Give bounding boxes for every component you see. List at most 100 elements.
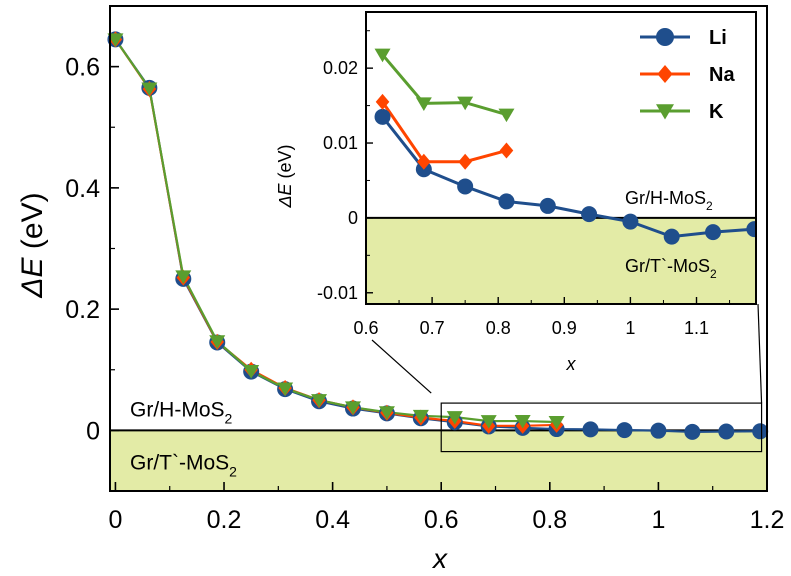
- inset-markers-k: [374, 48, 515, 123]
- main-x-tick-label: 0.8: [532, 506, 567, 534]
- inset-point-li: [705, 224, 722, 241]
- main-negative-region: [110, 430, 767, 491]
- main-point-k: [548, 416, 565, 430]
- inset-point-li: [374, 108, 391, 125]
- legend-entry-k: K: [640, 101, 724, 123]
- inset-y-axis-label: ΔE (eV): [275, 144, 295, 208]
- main-y-axis-label: ΔE (eV): [16, 192, 49, 298]
- zoom-connector-right: [757, 303, 763, 404]
- legend-entry-li: Li: [640, 27, 727, 49]
- inset-x-axis-label: x: [566, 354, 577, 374]
- inset-x-tick-label: 0.6: [353, 318, 378, 338]
- legend-entry-na: Na: [640, 64, 735, 86]
- main-markers-k: [107, 33, 565, 430]
- legend-marker-li: [656, 28, 674, 46]
- inset-y-tick-label: 0.01: [323, 133, 358, 153]
- inset-x-tick-label: 0.7: [420, 318, 445, 338]
- inset-region-label-h: Gr/H-MoS2: [625, 188, 713, 213]
- zoom-region-box: [440, 402, 763, 453]
- main-y-tick-label: 0.4: [65, 175, 100, 203]
- inset-markers-na: [375, 93, 514, 170]
- inset-point-k: [374, 48, 391, 63]
- inset-point-k: [498, 108, 515, 123]
- main-point-k: [480, 415, 497, 429]
- inset-line-k: [381, 53, 507, 117]
- main-region-label-h: Gr/H-MoS2: [130, 398, 233, 426]
- main-series-group: [107, 31, 769, 440]
- inset-ticks: 0.6 0.7 0.8 0.9 1 1.1 -0.01 0 0.01 0.02: [317, 30, 731, 338]
- main-point-li: [582, 421, 599, 438]
- main-y-tick-label: 0.6: [65, 54, 100, 82]
- main-x-tick-label: 1: [651, 506, 665, 534]
- inset-legend: Li Na K: [640, 27, 735, 123]
- main-x-tick-label: 0.6: [424, 506, 459, 534]
- main-point-k: [311, 394, 328, 408]
- inset-point-k: [415, 97, 432, 111]
- inset-region-label-t: Gr/T`-MoS2: [625, 256, 717, 281]
- inset-line-na: [381, 100, 507, 164]
- inset-x-tick-label: 1: [625, 318, 635, 338]
- inset-point-na: [458, 153, 472, 170]
- main-x-axis-label: x: [431, 543, 448, 574]
- inset-series-k: [381, 53, 507, 117]
- main-line-k: [114, 38, 557, 424]
- inset-series-li: [381, 115, 755, 239]
- inset-x-tick-label: 0.8: [486, 318, 511, 338]
- main-point-li: [718, 423, 735, 440]
- main-point-k: [209, 335, 226, 349]
- inset-point-li: [663, 228, 680, 245]
- main-y-tick-label: 0: [86, 417, 100, 445]
- main-x-tick-label: 0: [108, 506, 122, 534]
- inset-point-li: [539, 197, 556, 214]
- inset-series-group: [374, 48, 756, 245]
- main-point-k: [446, 411, 463, 425]
- main-point-k: [243, 364, 260, 379]
- inset-series-na: [381, 100, 507, 164]
- main-x-tick-label: 0.2: [207, 506, 242, 534]
- main-point-k: [514, 415, 531, 429]
- inset-plot-frame: [365, 11, 757, 305]
- inset-point-li: [581, 206, 598, 223]
- legend-label-li: Li: [709, 27, 727, 49]
- inset-negative-region: [366, 217, 756, 304]
- main-point-k: [175, 270, 192, 284]
- zoom-connector-left: [371, 339, 432, 394]
- inset-point-li: [498, 193, 515, 210]
- inset-point-li: [746, 221, 756, 238]
- main-point-k: [412, 409, 429, 424]
- main-point-li: [684, 423, 701, 440]
- inset-point-na: [417, 153, 431, 170]
- main-point-k: [141, 82, 158, 97]
- main-x-tick-label: 0.4: [315, 506, 350, 534]
- main-point-k: [277, 382, 294, 397]
- inset-x-tick-label: 0.9: [552, 318, 577, 338]
- inset-point-li: [622, 213, 639, 230]
- main-y-tick-label: 0.2: [65, 296, 100, 324]
- main-point-li: [616, 422, 633, 439]
- inset-line-li: [381, 115, 755, 239]
- main-point-li: [650, 422, 667, 439]
- inset-y-tick-label: -0.01: [317, 283, 358, 303]
- main-point-k: [107, 33, 124, 47]
- inset-y-tick-label: 0.02: [323, 58, 358, 78]
- inset-x-tick-label: 1.1: [684, 318, 709, 338]
- main-point-k: [378, 406, 395, 420]
- main-plot: 0 0.2 0.4 0.6 0.8 1 1.2 0 0.2 0.4 0.6 Gr/H-MoS2 Gr…: [16, 5, 785, 574]
- main-ticks: 0 0.2 0.4 0.6 0.8 1 1.2 0 0.2 0.4 0.6: [65, 5, 785, 534]
- inset-point-k: [457, 96, 474, 111]
- main-x-tick-label: 1.2: [750, 506, 785, 534]
- legend-label-na: Na: [709, 64, 735, 86]
- inset-point-li: [457, 178, 474, 195]
- inset-point-na: [375, 93, 390, 110]
- main-point-k: [344, 401, 361, 415]
- main-series-k: [114, 38, 557, 424]
- inset-point-na: [499, 142, 514, 159]
- inset-markers-li: [374, 108, 756, 245]
- main-point-li: [752, 423, 769, 440]
- inset-y-tick-label: 0: [348, 208, 358, 228]
- legend-marker-na: [657, 65, 673, 83]
- legend-label-k: K: [709, 101, 724, 123]
- legend-marker-k: [656, 104, 674, 120]
- main-region-label-t: Gr/T`-MoS2: [130, 451, 237, 479]
